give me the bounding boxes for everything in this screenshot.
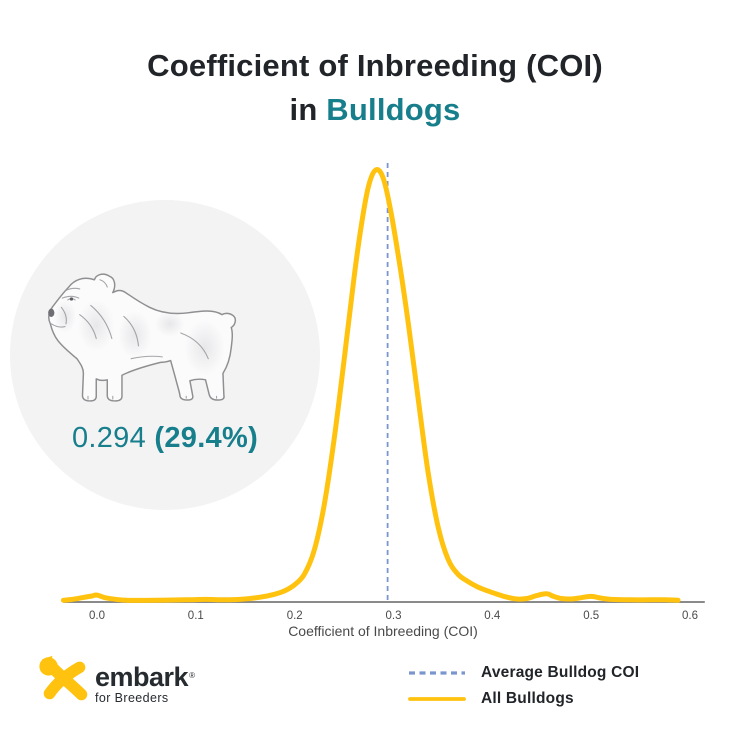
chart-legend: Average Bulldog COI All Bulldogs bbox=[408, 660, 639, 712]
bulldog-face bbox=[48, 297, 74, 318]
embark-wordmark: embark® for Breeders bbox=[95, 662, 195, 706]
bulldog-illustration bbox=[48, 273, 237, 402]
page-title: Coefficient of Inbreeding (COI) in Bulld… bbox=[0, 44, 750, 132]
embark-brand-label: embark bbox=[95, 662, 189, 692]
x-tick-label: 0.1 bbox=[188, 610, 204, 622]
page-title-line1: Coefficient of Inbreeding (COI) bbox=[147, 48, 603, 83]
title-breed-highlight: Bulldogs bbox=[326, 92, 461, 127]
x-tick-label: 0.6 bbox=[682, 610, 698, 622]
title-prefix: in bbox=[289, 92, 327, 127]
x-tick-label: 0.3 bbox=[386, 610, 402, 622]
legend-label-all: All Bulldogs bbox=[481, 690, 574, 707]
x-tick-label: 0.2 bbox=[287, 610, 303, 622]
legend-label-average: Average Bulldog COI bbox=[481, 664, 640, 681]
breed-badge-circle: 0.294 (29.4%) bbox=[10, 200, 320, 510]
embark-brand-text: embark® bbox=[95, 662, 195, 692]
legend-item-average: Average Bulldog COI bbox=[408, 660, 639, 686]
x-axis-label: Coefficient of Inbreeding (COI) bbox=[288, 623, 478, 639]
legend-item-all: All Bulldogs bbox=[408, 686, 639, 712]
embark-tagline: for Breeders bbox=[95, 691, 169, 705]
registered-mark: ® bbox=[189, 671, 195, 680]
bulldog-sketch-lines bbox=[50, 279, 218, 400]
x-axis-ticks: 0.0 0.1 0.2 0.3 0.4 0.5 0.6 bbox=[89, 610, 698, 622]
coi-value-percent: (29.4%) bbox=[154, 422, 259, 454]
density-curve bbox=[60, 167, 681, 603]
coi-value: 0.294 (29.4%) bbox=[10, 422, 320, 455]
bulldog-shading bbox=[54, 299, 225, 376]
solid-line-swatch bbox=[408, 696, 466, 702]
page-title-line2: in Bulldogs bbox=[0, 88, 750, 132]
x-tick-label: 0.4 bbox=[484, 610, 501, 622]
embark-dog-icon bbox=[39, 655, 88, 701]
x-tick-label: 0.5 bbox=[583, 610, 599, 622]
embark-logo: embark® for Breeders bbox=[36, 652, 195, 706]
coi-value-number: 0.294 bbox=[71, 422, 155, 454]
x-tick-label: 0.0 bbox=[89, 610, 105, 622]
dashed-line-swatch bbox=[408, 670, 466, 676]
